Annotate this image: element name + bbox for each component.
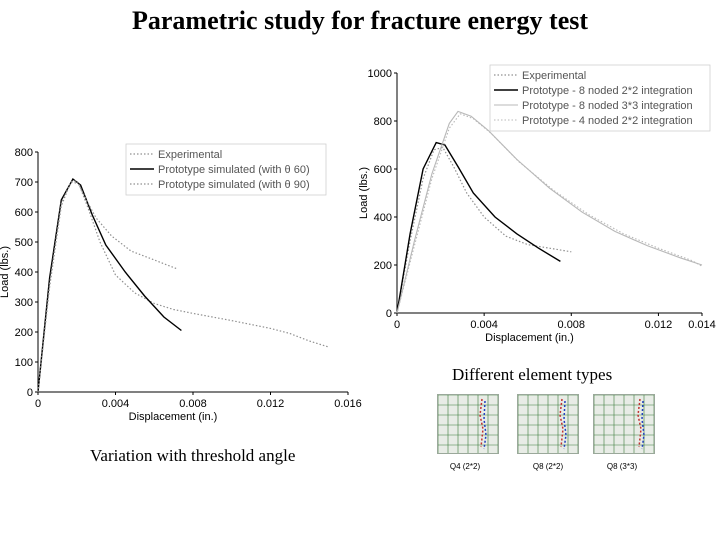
series-line-1 (37, 181, 329, 393)
mesh-picture (594, 395, 654, 453)
legend-label: Experimental (522, 70, 586, 82)
legend-label: Prototype simulated (with θ 60) (158, 164, 310, 176)
thumbnail-label-q4: Q4 (2*2) (449, 462, 481, 471)
y-axis-label: Load (lbs.) (358, 167, 370, 219)
x-tick-label: 0.008 (558, 319, 586, 331)
legend-label: Prototype simulated (with θ 90) (158, 179, 310, 191)
x-tick-label: 0.012 (645, 319, 673, 331)
x-tick-label: 0.016 (334, 398, 362, 410)
mesh-picture (518, 395, 578, 453)
y-axis-label: Load (lbs.) (0, 246, 11, 298)
series-line-3 (396, 110, 703, 314)
legend-label: Prototype - 8 noded 2*2 integration (522, 85, 693, 97)
left-caption: Variation with threshold angle (90, 446, 296, 465)
crack-path-blue (563, 400, 567, 450)
x-axis-label: Displacement (in.) (129, 411, 218, 423)
legend-label: Experimental (158, 149, 222, 161)
threshold-angle-chart: 0 100 200 300 400 500 600 700 800 0 0.004 0.008 0.01… (0, 143, 362, 423)
y-tick-label: 400 (374, 212, 392, 224)
mesh-thumbnail-q4-2x2 (437, 394, 499, 454)
y-tick-label: 300 (15, 297, 33, 309)
y-tick-label: 400 (15, 267, 33, 279)
y-tick-label: 600 (15, 207, 33, 219)
series-line-2 (396, 141, 561, 314)
x-tick-label: 0.004 (470, 319, 498, 331)
element-types-chart: 0 200 400 600 800 1000 0 0.004 0.008 0.012 0.014 Di… (358, 64, 716, 344)
y-tick-label: 800 (374, 116, 392, 128)
x-tick-label: 0 (394, 319, 400, 331)
legend-box (489, 64, 711, 132)
y-tick-label: 700 (15, 177, 33, 189)
series-line-1 (396, 146, 572, 314)
y-tick-label: 500 (15, 237, 33, 249)
mesh-thumbnail-q8-2x2 (517, 394, 579, 454)
y-tick-label: 200 (374, 260, 392, 272)
y-tick-label: 800 (15, 147, 33, 159)
x-tick-label: 0.012 (257, 398, 285, 410)
crack-path-red (559, 398, 564, 448)
x-axis-label: Displacement (in.) (485, 332, 574, 344)
series-line-4 (396, 113, 703, 314)
crack-path-blue (483, 400, 487, 450)
slide-title: Parametric study for fracture energy tes… (131, 6, 589, 35)
series-line-2 (37, 177, 182, 393)
legend-box (125, 143, 327, 196)
x-tick-label: 0.014 (688, 319, 716, 331)
y-tick-label: 100 (15, 357, 33, 369)
thumbnail-label-q8-3x3: Q8 (3*3) (606, 462, 638, 471)
y-tick-label: 200 (15, 327, 33, 339)
y-tick-label: 0 (386, 308, 392, 320)
crack-path-blue (641, 400, 645, 450)
y-tick-label: 600 (374, 164, 392, 176)
x-tick-label: 0.004 (102, 398, 130, 410)
right-caption: Different element types (452, 365, 613, 384)
x-tick-label: 0.008 (179, 398, 207, 410)
thumbnail-label-q8-2x2: Q8 (2*2) (532, 462, 564, 471)
crack-path-red (479, 398, 484, 448)
legend-label: Prototype - 4 noded 2*2 integration (522, 115, 693, 127)
y-tick-label: 1000 (368, 68, 392, 80)
crack-path-red (637, 398, 642, 448)
mesh-thumbnail-q8-3x3 (593, 394, 655, 454)
x-tick-label: 0 (35, 398, 41, 410)
legend-label: Prototype - 8 noded 3*3 integration (522, 100, 693, 112)
mesh-picture (438, 395, 498, 453)
y-tick-label: 0 (27, 387, 33, 399)
